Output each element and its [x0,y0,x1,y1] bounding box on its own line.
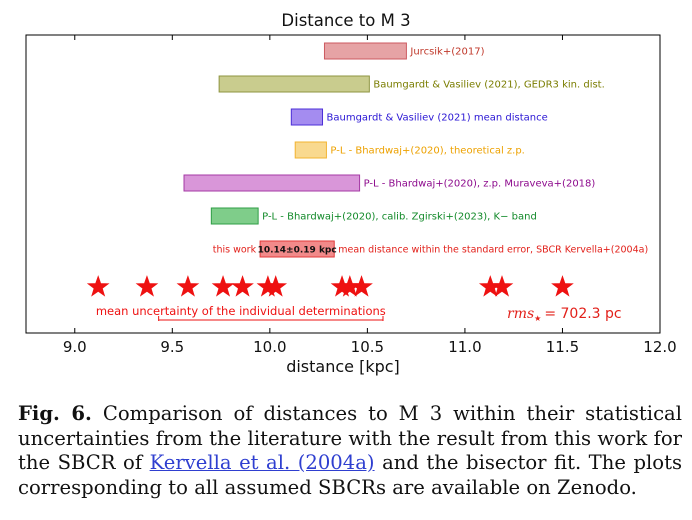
range-bar-label: this work [213,245,257,256]
distance-star-marker [176,275,200,297]
x-axis-ticks: 9.0 9.5 10.0 10.5 11.0 11.5 12.0 [63,35,677,356]
range-bar [290,108,324,126]
caption-label: Fig. 6. [18,402,92,425]
caption-text-2: and the bisector fit. The plots correspo… [18,451,682,499]
distance-star-marker [86,275,110,297]
distance-figure: Distance to M 3 9.0 9.5 10.0 10.5 11.0 11.5 12… [25,11,677,376]
individual-determinations [86,275,574,297]
distance-star-marker [551,275,574,297]
range-bar [218,75,370,93]
x-tick-label: 10.0 [253,338,286,356]
x-tick-label: 9.0 [63,338,87,356]
range-bar [259,240,335,258]
literature-bars: Jurcsik+(2017) Baumgardt & Vasiliev (2021… [183,42,648,258]
range-bar-label: Jurcsik+(2017) [409,47,484,58]
x-axis-label: distance [kpc] [286,357,400,376]
range-bar [294,141,327,159]
caption-text-1: Comparison of distances to M 3 within th… [18,402,682,474]
rms-value: = 702.3 pc [544,306,621,322]
this-work-note: mean distance within the standard error,… [338,245,648,256]
uncertainty-label: mean uncertainty of the individual deter… [96,304,386,318]
range-bar [183,174,361,192]
distance-star-marker [264,275,288,297]
figure-caption: Fig. 6. Comparison of distances to M 3 w… [18,402,682,500]
chart-title: Distance to M 3 [281,11,410,30]
distance-star-marker [350,275,373,297]
distance-star-marker [135,275,159,297]
plot-frame [25,34,661,334]
rms-symbol: rms [507,306,534,322]
kervella-citation-link[interactable]: Kervella et al. (2004a) [149,451,375,474]
distance-star-marker [231,275,254,297]
x-tick-label: 10.5 [351,338,384,356]
x-tick-label: 12.0 [643,338,676,356]
range-bar-label: P-L - Bhardwaj+(2020), theoretical z.p. [330,146,524,157]
rms-label: rms★ = 702.3 pc [507,306,622,323]
uncertainty-bracket: mean uncertainty of the individual deter… [96,304,386,321]
x-tick-label: 11.5 [546,338,579,356]
distance-star-marker [490,275,514,297]
range-bar-label: P-L - Bhardwaj+(2020), calib. Zgirski+(2… [262,212,537,223]
x-tick-label: 9.5 [160,338,184,356]
distance-star-marker [211,275,235,297]
range-bar-label: P-L - Bhardwaj+(2020), z.p. Muraveva+(20… [364,179,596,190]
this-work-value: 10.14±0.19 kpc [258,246,337,256]
x-tick-label: 11.0 [448,338,481,356]
range-bar-label: Baumgardt & Vasiliev (2021) mean distanc… [327,113,548,124]
range-bar-label: Baumgardt & Vasiliev (2021), GEDR3 kin. … [373,80,604,91]
range-bar [210,207,259,225]
rms-subscript: ★ [534,314,541,323]
range-bar [323,42,407,60]
